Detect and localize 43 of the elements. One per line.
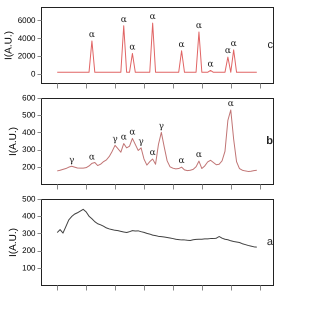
line-series [56,110,258,172]
y-axis-title: I(A.U.) [8,127,20,156]
data-label: γ [158,121,164,132]
line-series [56,22,258,73]
y-tick-label: 2000 [18,52,36,61]
data-label: α [129,42,136,52]
data-label: γ [112,134,118,144]
y-tick-label: 200 [22,162,36,172]
y-tick-label: 200 [22,246,36,256]
data-label: α [88,152,95,162]
data-label: α [129,127,136,138]
data-label: γ [138,136,144,147]
data-label: α [88,30,95,40]
y-tick-label: 6000 [18,16,36,25]
y-axis-title: I(A.U.) [4,31,15,60]
data-label: α [120,132,127,143]
y-tick-label: 500 [22,110,36,120]
data-label: α [150,12,156,22]
text: c [268,39,274,51]
y-tick-label: 0 [31,70,36,79]
y-axis-title: I(A.U.) [8,228,20,257]
y-tick-label: 4000 [18,34,36,43]
text: a [266,236,274,248]
data-label: α [207,59,214,70]
data-label: α [120,14,127,25]
data-label: α [196,150,202,160]
y-tick-label: 500 [22,194,36,204]
y-tick-label: 300 [22,228,36,238]
data-label: α [230,38,237,49]
y-tick-label: 300 [22,145,36,154]
data-label: α [224,46,231,56]
y-tick-label: 400 [22,128,36,137]
data-label: γ [68,155,74,166]
text: b [266,135,274,147]
y-tick-label: 100 [22,263,36,272]
data-label: α [228,99,234,110]
data-label: α [178,156,185,166]
data-label: α [150,148,156,158]
y-tick-label: 600 [22,94,36,102]
data-label: α [178,40,185,50]
data-label: α [196,21,202,32]
line-series [56,208,258,248]
y-tick-label: 400 [22,212,36,221]
